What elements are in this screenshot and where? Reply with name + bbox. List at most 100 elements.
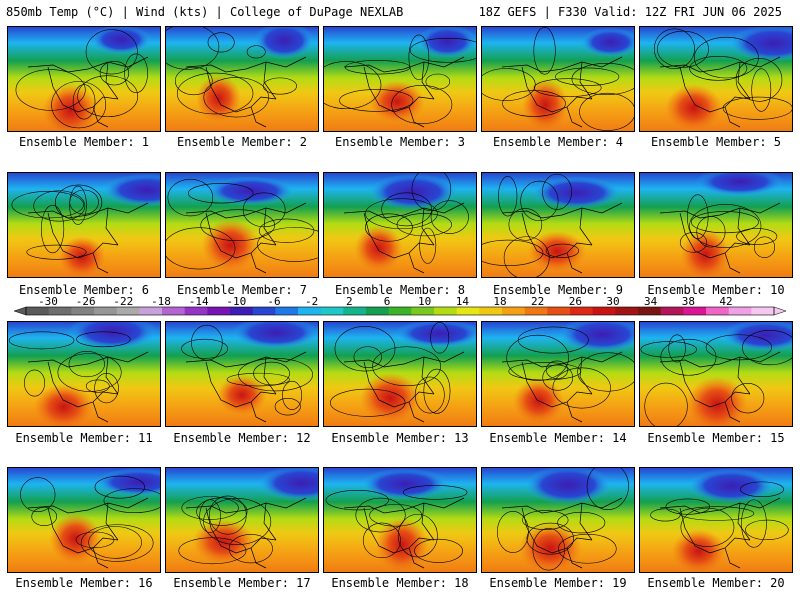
ensemble-member-map[interactable]: [165, 172, 319, 278]
wind-isotach: [188, 183, 254, 204]
ensemble-member-map[interactable]: [639, 321, 793, 427]
wind-isotach: [579, 92, 634, 131]
colorbar-swatch: [570, 307, 594, 315]
cold-anomaly: [90, 27, 152, 55]
ensemble-member-map[interactable]: [7, 26, 161, 132]
wind-isotach: [665, 498, 711, 515]
wind-isotach: [167, 178, 214, 217]
coastline-borders: [343, 56, 465, 128]
cold-anomaly: [695, 173, 785, 197]
ensemble-member-map[interactable]: [639, 26, 793, 132]
colorbar-swatch: [139, 307, 163, 315]
ensemble-member-map[interactable]: [323, 26, 477, 132]
colorbar-swatch: [26, 307, 50, 315]
warm-anomaly: [513, 378, 565, 425]
ensemble-member-map[interactable]: [481, 26, 635, 132]
ensemble-member-label: Ensemble Member: 7: [176, 283, 308, 297]
cold-anomaly: [68, 322, 158, 350]
wind-isotach: [88, 526, 142, 559]
wind-isotach: [324, 61, 382, 110]
wind-isotach: [741, 499, 767, 548]
temperature-colorbar: -30 -26 -22 -18 -14 -10 -6 -2 2 6 10 14 18 22 26 30 34 38…: [13, 297, 787, 316]
wind-isotach: [498, 176, 518, 217]
cold-anomaly: [394, 322, 476, 348]
ensemble-member-map[interactable]: [639, 467, 793, 573]
wind-isotach: [735, 57, 783, 102]
ensemble-member-map[interactable]: [7, 321, 161, 427]
wind-isotach: [425, 73, 451, 90]
wind-isotach: [668, 334, 686, 363]
cold-anomaly: [102, 173, 160, 207]
wind-isotach: [33, 190, 86, 222]
warm-anomaly: [58, 236, 106, 277]
colorbar-tick-label: -26: [76, 297, 96, 308]
wind-isotach: [181, 338, 229, 359]
wind-isotach: [586, 468, 629, 510]
ensemble-member-map[interactable]: [7, 172, 161, 278]
colorbar-tick-label: 38: [682, 297, 695, 308]
ensemble-member-map[interactable]: [7, 467, 161, 573]
warm-anomaly: [522, 78, 569, 131]
ensemble-member-map[interactable]: [165, 321, 319, 427]
coastline-borders: [185, 351, 307, 423]
wind-isotach: [731, 382, 765, 414]
colorbar-tick-label: 18: [493, 297, 506, 308]
wind-isotach: [80, 524, 154, 562]
wind-isotach: [679, 232, 708, 253]
warm-anomaly: [665, 84, 722, 131]
wind-isotach: [497, 511, 529, 553]
wind-isotach: [722, 96, 792, 120]
wind-isotach: [166, 27, 220, 70]
wind-isotach: [689, 56, 748, 81]
wind-isotach: [552, 367, 611, 409]
colorbar-tick-label: -30: [38, 297, 58, 308]
warm-anomaly: [196, 74, 242, 123]
warm-anomaly: [527, 231, 587, 273]
coastline-borders: [501, 497, 623, 569]
cold-anomaly: [558, 322, 634, 353]
wind-isotach: [430, 322, 450, 354]
wind-isotach: [77, 75, 139, 118]
ensemble-member-map[interactable]: [481, 321, 635, 427]
coastline-borders: [343, 497, 465, 569]
ensemble-member-label: Ensemble Member: 8: [334, 283, 466, 297]
ensemble-member-map[interactable]: [323, 321, 477, 427]
wind-isotach: [372, 346, 441, 387]
ensemble-member-label: Ensemble Member: 1: [18, 135, 150, 149]
ensemble-member-map[interactable]: [323, 172, 477, 278]
wind-isotach: [103, 488, 160, 513]
wind-isotach: [75, 531, 115, 548]
wind-isotach: [402, 485, 468, 500]
wind-isotach: [640, 341, 697, 358]
wind-isotach: [522, 510, 569, 530]
wind-isotach: [506, 334, 569, 381]
colorbar-swatch: [728, 307, 752, 315]
wind-isotach: [751, 68, 772, 112]
wind-isotach: [408, 34, 430, 80]
ensemble-member-map[interactable]: [481, 172, 635, 278]
colorbar-tick-label: 30: [606, 297, 619, 308]
colorbar-swatch: [706, 307, 730, 315]
wind-isotach: [532, 528, 565, 571]
wind-isotach: [246, 45, 266, 59]
ensemble-member-map[interactable]: [165, 467, 319, 573]
warm-anomaly: [201, 219, 260, 272]
wind-isotach: [208, 495, 247, 535]
ensemble-member-map[interactable]: [323, 467, 477, 573]
wind-isotach: [199, 499, 221, 533]
wind-isotach: [365, 198, 438, 229]
wind-isotach: [228, 534, 273, 564]
ensemble-member-map[interactable]: [481, 467, 635, 573]
wind-isotach: [94, 475, 145, 499]
wind-isotach: [555, 67, 620, 86]
colorbar-outline: [25, 306, 775, 316]
ensemble-member-map[interactable]: [639, 172, 793, 278]
ensemble-member-map[interactable]: [165, 26, 319, 132]
colorbar-swatch: [434, 307, 458, 315]
colorbar-tick-label: -10: [226, 297, 246, 308]
warm-anomaly: [217, 374, 267, 416]
coastline-borders: [659, 351, 781, 423]
warm-anomaly: [369, 80, 425, 123]
wind-isotach: [24, 369, 46, 397]
wind-isotach: [391, 85, 453, 125]
